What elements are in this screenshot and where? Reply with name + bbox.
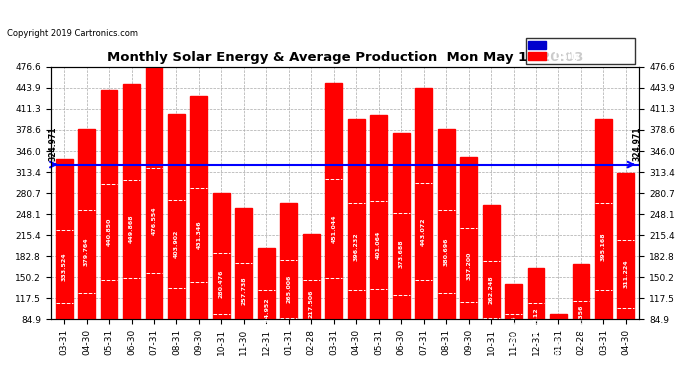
Text: 379.764: 379.764 xyxy=(84,237,89,266)
Bar xyxy=(348,118,364,374)
Bar xyxy=(618,173,634,374)
Text: 194.952: 194.952 xyxy=(264,297,269,326)
Text: 92.564: 92.564 xyxy=(556,332,561,357)
Text: 139.104: 139.104 xyxy=(511,315,516,344)
Text: 311.224: 311.224 xyxy=(624,260,629,288)
Bar xyxy=(371,116,387,374)
Bar xyxy=(146,67,162,374)
Text: 451.044: 451.044 xyxy=(331,214,336,243)
Bar xyxy=(528,268,544,374)
Bar xyxy=(437,129,455,374)
Text: 373.688: 373.688 xyxy=(399,239,404,268)
Text: 440.850: 440.850 xyxy=(106,218,112,246)
Bar xyxy=(168,114,185,374)
Bar xyxy=(235,208,253,374)
Text: 401.064: 401.064 xyxy=(376,231,381,259)
Text: 324.971: 324.971 xyxy=(48,126,57,161)
Bar xyxy=(303,234,319,374)
Bar xyxy=(482,205,500,374)
Text: 170.356: 170.356 xyxy=(578,305,584,333)
Legend: Average  (kWh), Daily  (kWh): Average (kWh), Daily (kWh) xyxy=(526,39,635,64)
Text: 262.248: 262.248 xyxy=(489,275,493,304)
Bar xyxy=(550,315,567,374)
Bar xyxy=(213,193,230,374)
Bar xyxy=(393,133,410,374)
Text: 337.200: 337.200 xyxy=(466,251,471,280)
Text: 164.112: 164.112 xyxy=(533,307,538,336)
Text: 380.696: 380.696 xyxy=(444,237,448,266)
Bar xyxy=(280,203,297,374)
Bar xyxy=(56,159,72,374)
Bar xyxy=(595,119,612,374)
Text: 257.738: 257.738 xyxy=(241,277,246,305)
Text: 476.554: 476.554 xyxy=(152,206,157,235)
Text: 443.072: 443.072 xyxy=(421,217,426,246)
Bar xyxy=(190,96,208,374)
Text: Copyright 2019 Cartronics.com: Copyright 2019 Cartronics.com xyxy=(7,28,138,38)
Bar xyxy=(123,84,140,374)
Title: Monthly Solar Energy & Average Production  Mon May 13 20:03: Monthly Solar Energy & Average Productio… xyxy=(107,51,583,64)
Bar xyxy=(78,129,95,374)
Text: 449.868: 449.868 xyxy=(129,215,134,243)
Text: 265.006: 265.006 xyxy=(286,274,291,303)
Text: 403.902: 403.902 xyxy=(174,230,179,258)
Text: 333.524: 333.524 xyxy=(61,252,66,281)
Text: 280.476: 280.476 xyxy=(219,270,224,298)
Bar xyxy=(505,285,522,374)
Text: 324.971: 324.971 xyxy=(633,126,642,161)
Text: 396.232: 396.232 xyxy=(354,232,359,261)
Bar xyxy=(258,248,275,374)
Bar xyxy=(326,83,342,374)
Text: 217.506: 217.506 xyxy=(309,290,314,318)
Bar xyxy=(460,157,477,374)
Bar xyxy=(573,264,589,374)
Text: 395.168: 395.168 xyxy=(601,232,606,261)
Text: 431.346: 431.346 xyxy=(197,221,201,249)
Bar xyxy=(415,88,432,374)
Bar xyxy=(101,90,117,374)
